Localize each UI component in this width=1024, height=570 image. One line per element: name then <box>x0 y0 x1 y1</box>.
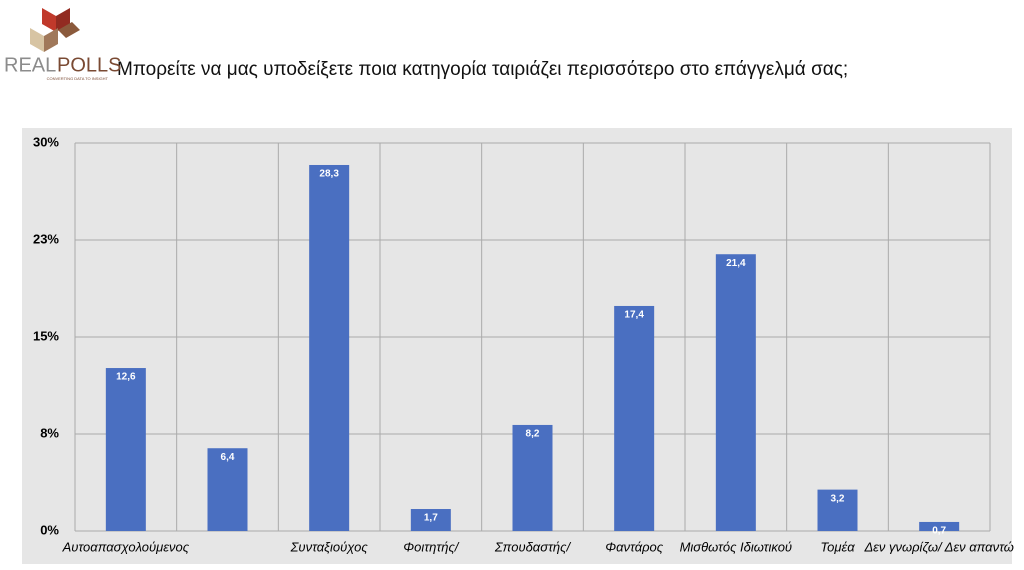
bar <box>512 424 553 531</box>
y-tick-label: 23% <box>33 231 59 246</box>
y-tick-label: 0% <box>40 522 59 537</box>
data-label: 8,2 <box>526 429 540 440</box>
logo-icon <box>30 8 80 52</box>
x-tick-label: Αυτοαπασχολούμενος <box>62 539 190 554</box>
x-tick-label: Τομέα <box>820 539 855 554</box>
bar <box>105 368 146 531</box>
data-label: 0,7 <box>932 526 946 537</box>
bar <box>309 164 350 531</box>
data-label: 1,7 <box>424 513 438 524</box>
bar <box>207 448 248 531</box>
y-tick-label: 30% <box>33 134 59 149</box>
logo-text: REAL <box>4 54 56 76</box>
data-label: 21,4 <box>726 258 746 269</box>
data-label: 17,4 <box>624 310 644 321</box>
x-tick-label: Φοιτητής/ <box>403 539 459 554</box>
data-label: 28,3 <box>319 169 339 180</box>
data-label: 6,4 <box>221 452 235 463</box>
chart-title: Μπορείτε να μας υποδείξετε ποια κατηγορί… <box>117 59 849 80</box>
bar <box>817 489 858 531</box>
logo-tagline: CONVERTING DATA TO INSIGHT <box>47 76 109 81</box>
x-tick-label: Συνταξιούχος <box>290 539 369 554</box>
y-tick-label: 8% <box>40 425 59 440</box>
x-tick-label: Δεν γνωρίζω/ Δεν απαντώ <box>863 539 1013 554</box>
y-tick-label: 15% <box>33 328 59 343</box>
bar <box>614 305 655 531</box>
bar <box>715 254 756 531</box>
x-tick-label: Σπουδαστής/ <box>494 539 572 554</box>
logo-text: POLLS <box>57 54 121 76</box>
data-label: 12,6 <box>116 372 136 383</box>
x-tick-label: Μισθωτός Ιδιωτικού <box>680 539 793 554</box>
x-tick-label: Φαντάρος <box>605 539 664 554</box>
data-label: 3,2 <box>831 493 845 504</box>
bar <box>919 521 960 531</box>
bar <box>410 509 451 531</box>
